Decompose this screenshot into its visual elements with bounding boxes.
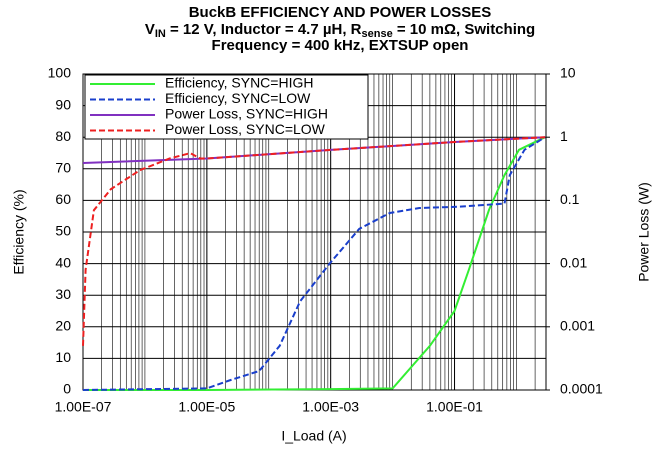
series-line bbox=[82, 136, 546, 346]
y-tick-label: 10 bbox=[55, 349, 71, 365]
legend-label: Efficiency, SYNC=LOW bbox=[165, 90, 311, 106]
y-tick-label: 80 bbox=[55, 128, 71, 144]
legend-label: Power Loss, SYNC=LOW bbox=[165, 121, 326, 137]
title-part: V bbox=[145, 21, 155, 38]
x-tick-label: 1.00E-01 bbox=[426, 399, 483, 415]
y2-tick-label: 0.01 bbox=[560, 254, 587, 270]
chart-title: VIN = 12 V, Inductor = 4.7 µH, Rsense = … bbox=[145, 21, 535, 40]
y-tick-label: 0 bbox=[63, 381, 71, 397]
y-tick-label: 60 bbox=[55, 191, 71, 207]
y2-tick-label: 0.0001 bbox=[560, 381, 603, 397]
x-tick-label: 1.00E-05 bbox=[178, 399, 235, 415]
chart-title: BuckB EFFICIENCY AND POWER LOSSES bbox=[189, 4, 492, 21]
title-part: = 12 V, Inductor = 4.7 µH, R bbox=[166, 21, 362, 38]
y2-tick-label: 0.001 bbox=[560, 318, 595, 334]
chart-title: Frequency = 400 kHz, EXTSUP open bbox=[212, 37, 469, 54]
x-tick-label: 1.00E-07 bbox=[55, 399, 112, 415]
y2-tick-label: 1 bbox=[560, 128, 568, 144]
y-tick-label: 70 bbox=[55, 160, 71, 176]
y-tick-label: 40 bbox=[55, 254, 71, 270]
legend-label: Efficiency, SYNC=HIGH bbox=[165, 75, 313, 91]
legend-box bbox=[84, 74, 369, 140]
series-line bbox=[83, 136, 546, 391]
title-sub: sense bbox=[362, 28, 393, 40]
y-tick-label: 20 bbox=[55, 318, 71, 334]
title-sub: IN bbox=[155, 28, 166, 40]
legend-label: Power Loss, SYNC=HIGH bbox=[165, 106, 328, 122]
y-tick-label: 50 bbox=[55, 223, 71, 239]
y2-tick-label: 10 bbox=[560, 65, 576, 81]
y-axis-label: Efficiency (%) bbox=[11, 189, 27, 274]
y-tick-label: 30 bbox=[55, 286, 71, 302]
y2-axis-label: Power Loss (W) bbox=[636, 182, 652, 282]
x-axis-label: I_Load (A) bbox=[281, 428, 346, 444]
y2-tick-label: 0.1 bbox=[560, 191, 580, 207]
series-line bbox=[82, 136, 546, 391]
x-tick-label: 1.00E-03 bbox=[302, 399, 359, 415]
title-part: = 10 mΩ, Switching bbox=[393, 21, 535, 38]
y-tick-label: 90 bbox=[55, 96, 71, 112]
y-tick-label: 100 bbox=[48, 65, 72, 81]
